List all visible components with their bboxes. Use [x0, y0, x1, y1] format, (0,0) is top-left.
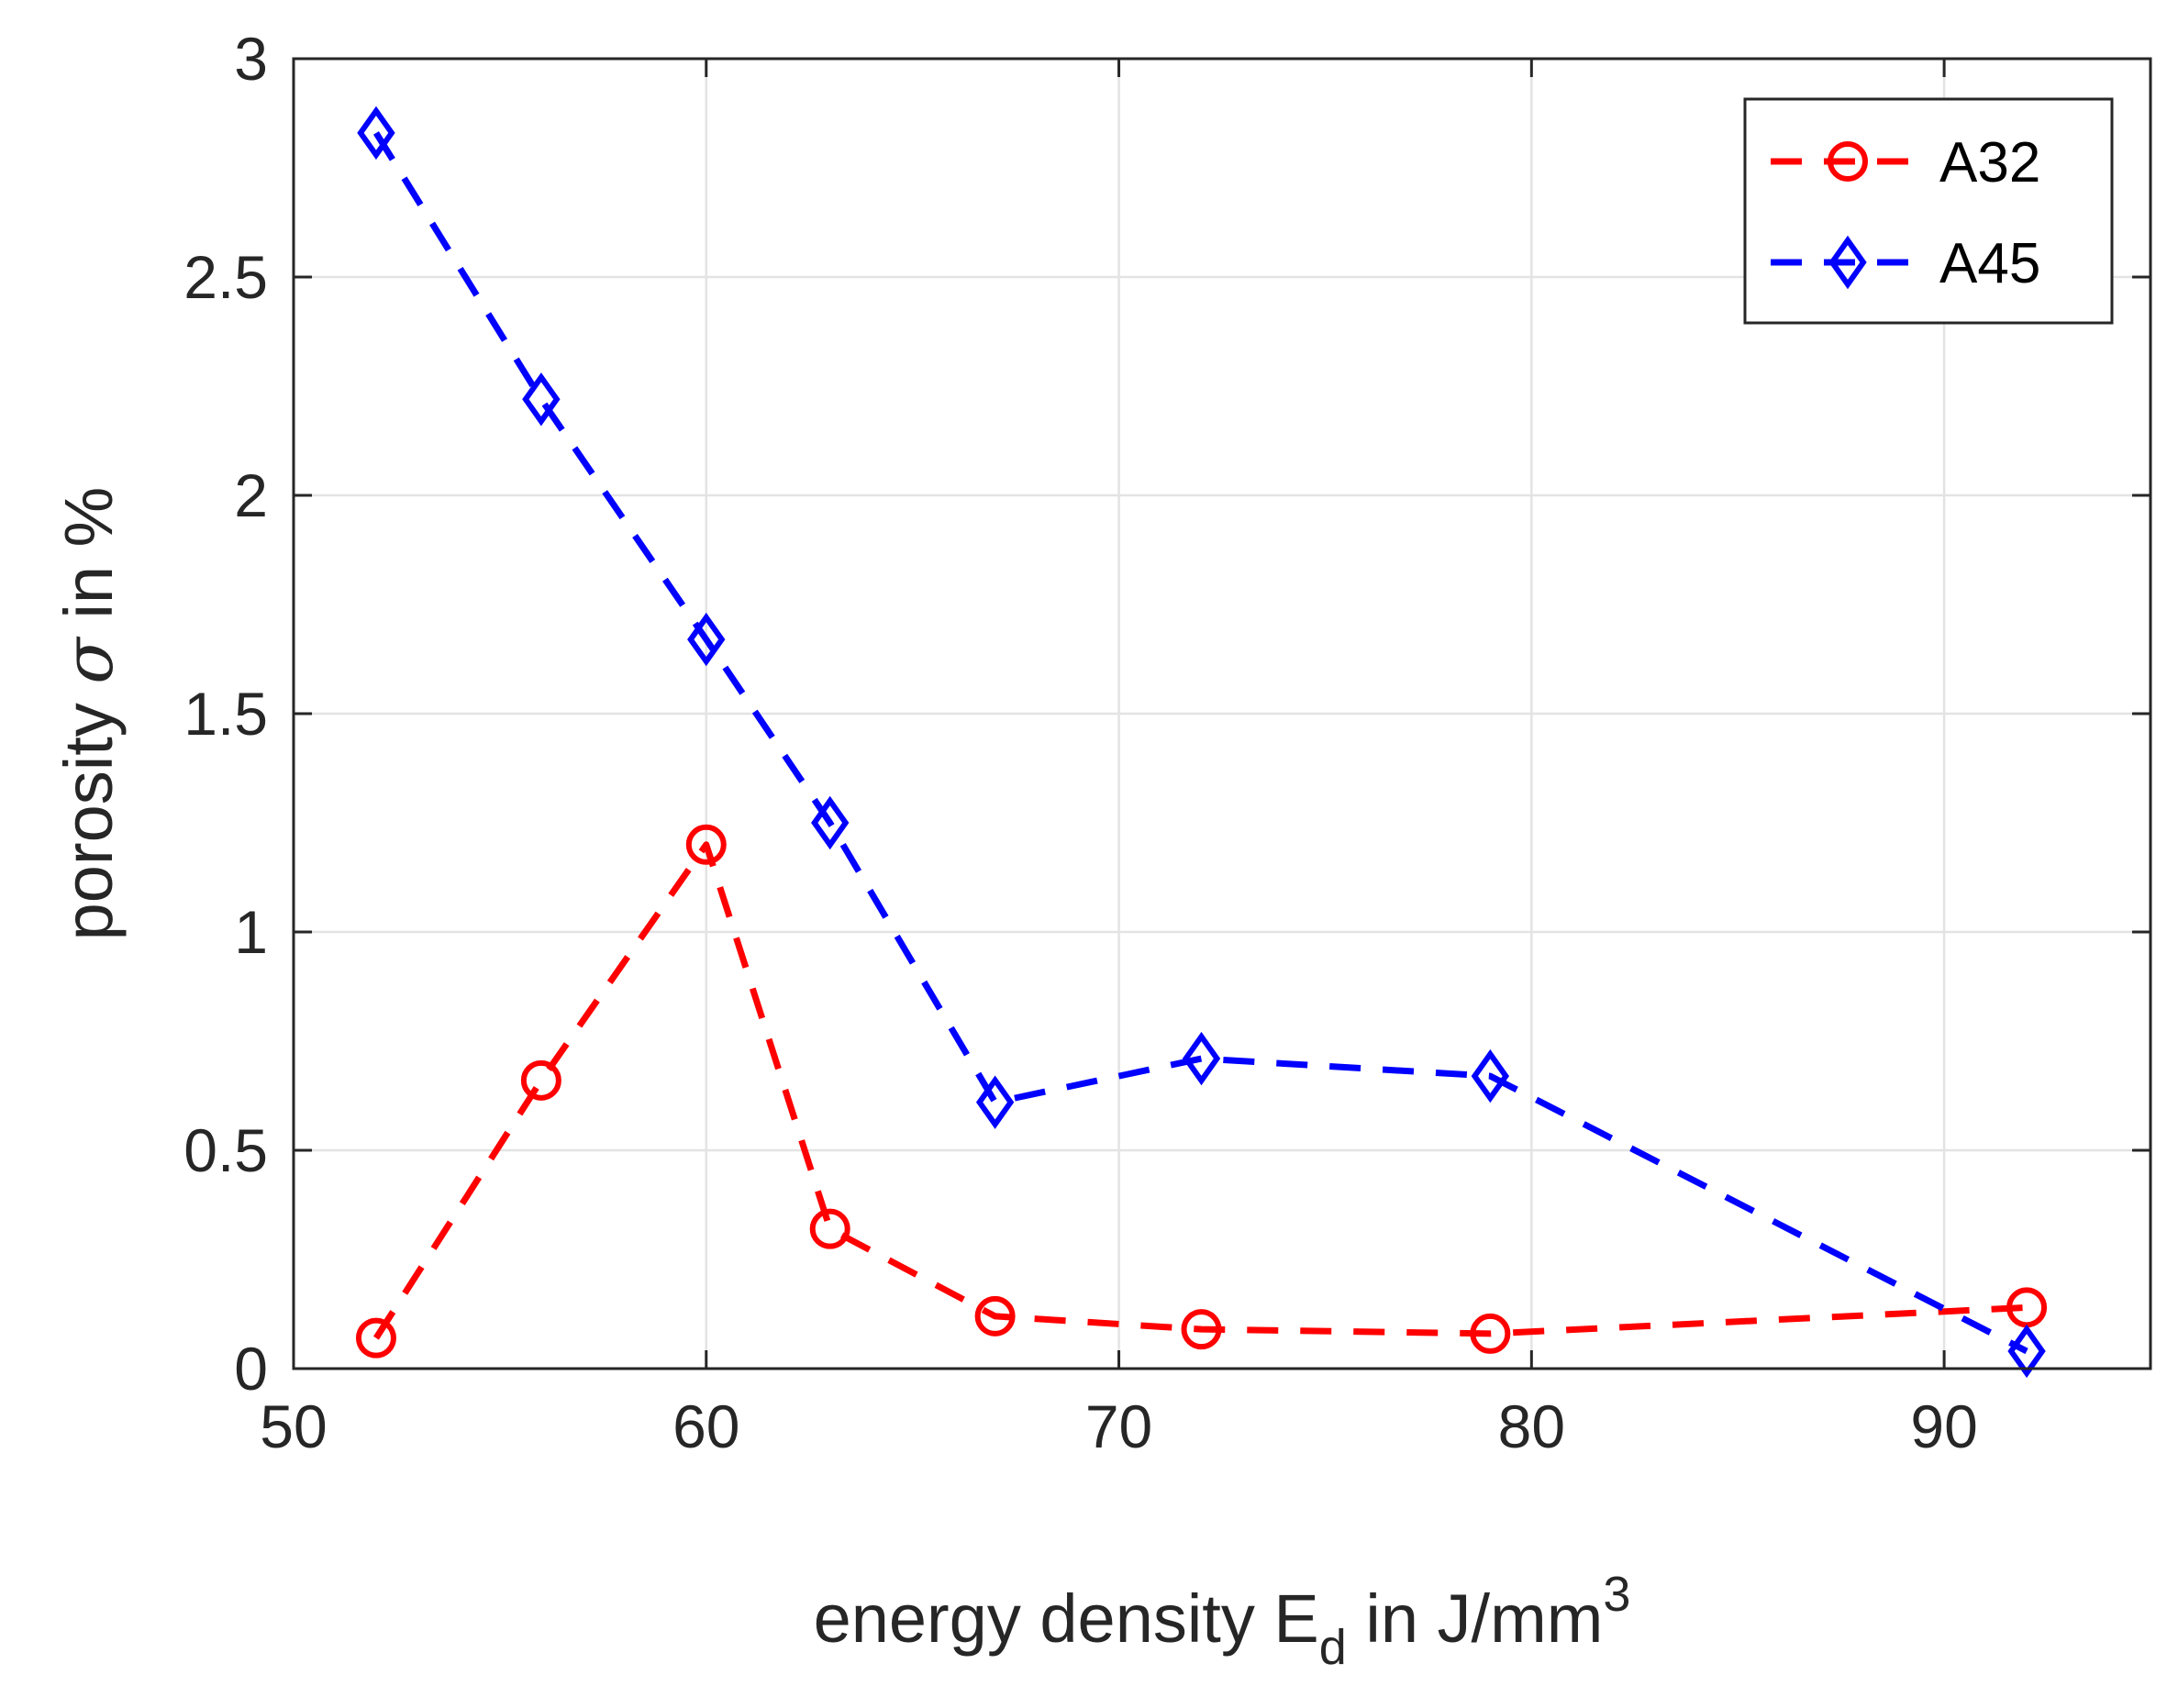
y-axis-title-main: porosity: [50, 684, 127, 941]
data-point-a45: [975, 1075, 1015, 1129]
data-point-a32: [355, 1317, 396, 1359]
data-point-a32: [520, 1059, 561, 1101]
series-a32: [355, 824, 2048, 1359]
x-tick-label: 90: [1910, 1392, 1977, 1460]
data-point-a45: [522, 372, 561, 427]
legend-label-a45: A45: [1939, 232, 2040, 295]
axis-ticks: 50 60 70 80 90 0 0.5 1 1.5 2 2.5 3: [183, 25, 2150, 1460]
y-axis-title-symbol: σ: [50, 636, 128, 684]
x-axis-title-superscript: 3: [1603, 1567, 1630, 1622]
legend-marker-a45: [1828, 235, 1867, 290]
x-tick-label: 60: [672, 1392, 739, 1460]
data-point-a45: [687, 612, 726, 667]
y-tick-label: 1.5: [183, 680, 268, 748]
x-tick-label: 70: [1085, 1392, 1152, 1460]
x-axis-title-main: energy density E: [814, 1580, 1319, 1657]
series-line-a32: [373, 841, 2028, 1340]
y-axis-title: porosity σ in %: [50, 487, 128, 941]
legend-label-a32: A32: [1939, 131, 2040, 194]
y-tick-label: 2: [234, 461, 268, 529]
data-point-a32: [809, 1208, 850, 1249]
data-point-a45: [811, 795, 850, 850]
x-axis-title: energy density Ed in J/mm3: [814, 1567, 1631, 1675]
y-tick-label: 0: [234, 1335, 268, 1403]
data-point-a45: [1182, 1031, 1221, 1086]
x-axis-title-subscript: d: [1319, 1620, 1347, 1675]
legend-box: [1743, 97, 2114, 325]
data-point-a45: [2007, 1324, 2046, 1379]
data-point-a32: [1181, 1309, 1222, 1350]
x-axis-title-unit: in J/mm: [1347, 1580, 1604, 1657]
y-tick-label: 0.5: [183, 1116, 268, 1184]
data-point-a32: [974, 1295, 1016, 1336]
series-a45: [357, 105, 2046, 1379]
y-tick-label: 3: [234, 25, 268, 93]
y-axis-title-unit: in %: [50, 487, 127, 638]
y-tick-label: 1: [234, 898, 268, 966]
x-tick-label: 50: [260, 1392, 327, 1460]
data-point-a45: [1471, 1048, 1510, 1104]
series-line-a45: [372, 131, 2028, 1355]
data-point-a32: [685, 824, 727, 865]
data-series: [355, 105, 2048, 1379]
y-tick-label: 2.5: [183, 243, 268, 311]
data-point-a32: [1470, 1313, 1511, 1354]
data-point-a45: [357, 105, 395, 161]
legend-marker-a32: [1828, 141, 1868, 182]
legend: A32 A45: [1743, 97, 2114, 325]
x-tick-label: 80: [1498, 1392, 1565, 1460]
